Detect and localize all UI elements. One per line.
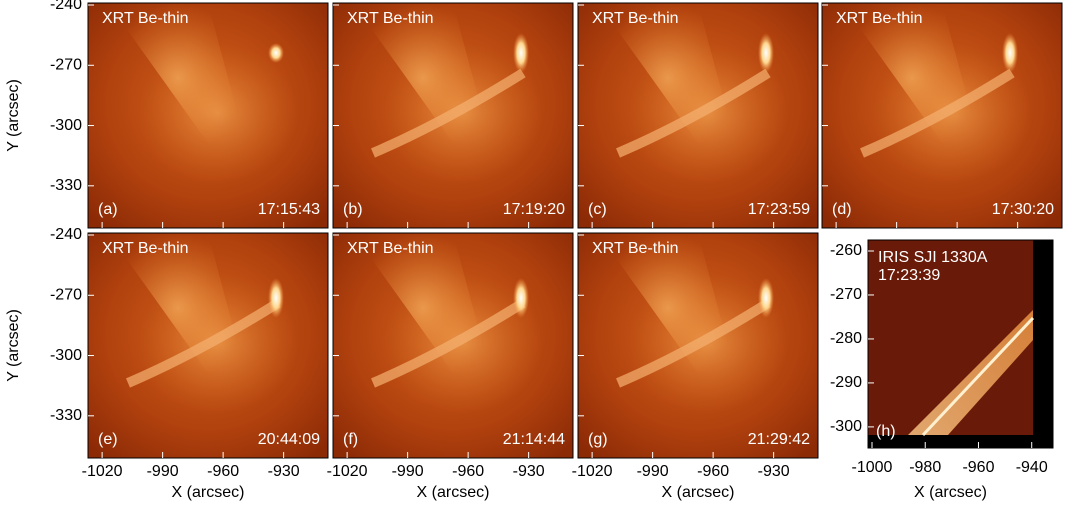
bright-point: [513, 278, 529, 318]
x-axis-label: X (arcsec): [417, 484, 490, 501]
xrt-panel: XRT Be-thin (a) 17:15:43 -240 -270 -300 -330: [50, 0, 328, 228]
x-tick-label: -960: [452, 463, 484, 480]
instrument-label: XRT Be-thin: [102, 10, 189, 27]
xrt-panel: XRT Be-thin (b) 17:19:20: [333, 3, 573, 228]
instrument-label: XRT Be-thin: [347, 10, 434, 27]
bright-point: [513, 33, 529, 73]
panel-letter: (h): [876, 423, 896, 440]
figure: XRT Be-thin(a)17:15:43-240-270-300-330XR…: [0, 0, 1079, 509]
bright-point: [758, 278, 774, 318]
y-tick-label: -240: [50, 226, 82, 243]
x-tick-label: -1020: [327, 463, 368, 480]
xrt-panel: XRT Be-thin (g) 21:29:42 -1020 -990 -960 -930 X…: [572, 233, 818, 501]
y-axis-label: Y (arcsec): [5, 79, 22, 152]
panel-letter: (g): [588, 431, 608, 448]
instrument-label: XRT Be-thin: [836, 10, 923, 27]
y-tick-label: -260: [830, 242, 862, 259]
x-tick-label: -990: [392, 463, 424, 480]
instrument-label: XRT Be-thin: [347, 240, 434, 257]
panel-time: 20:44:09: [258, 431, 320, 448]
y-tick-label: -270: [50, 286, 82, 303]
bright-point: [1002, 33, 1018, 73]
glow: [138, 43, 298, 183]
x-tick-label: -960: [962, 459, 994, 476]
instrument-label: XRT Be-thin: [592, 10, 679, 27]
bright-point: [758, 33, 774, 73]
x-tick-label: -960: [207, 463, 239, 480]
x-tick-label: -930: [513, 463, 545, 480]
y-tick-label: -300: [50, 347, 82, 364]
bright-point: [268, 278, 284, 318]
instrument-label: XRT Be-thin: [592, 240, 679, 257]
y-tick-label: -280: [830, 330, 862, 347]
y-axis-label: Y (arcsec): [5, 309, 22, 382]
x-tick-label: -1000: [852, 459, 893, 476]
x-tick-label: -1020: [572, 463, 613, 480]
panel-letter: (f): [343, 431, 358, 448]
panel-letter: (b): [343, 201, 363, 218]
panel-letter: (d): [832, 201, 852, 218]
xrt-panel: XRT Be-thin (d) 17:30:20: [822, 3, 1062, 228]
y-tick-label: -270: [830, 286, 862, 303]
panel-letter: (c): [588, 201, 607, 218]
panel-time: 21:14:44: [503, 431, 565, 448]
y-tick-label: -330: [50, 177, 82, 194]
x-tick-label: -930: [268, 463, 300, 480]
xrt-panel: XRT Be-thin (c) 17:23:59: [578, 3, 818, 228]
panel-time: 21:29:42: [748, 431, 810, 448]
x-axis-label: X (arcsec): [662, 484, 735, 501]
x-tick-label: -930: [758, 463, 790, 480]
x-tick-label: -990: [637, 463, 669, 480]
panel-time: 17:19:20: [503, 201, 565, 218]
y-tick-label: -300: [830, 418, 862, 435]
panel-letter: (e): [98, 431, 118, 448]
panel-time: 17:23:39: [878, 267, 940, 284]
y-tick-label: -240: [50, 0, 82, 13]
x-tick-label: -980: [909, 459, 941, 476]
x-tick-label: -1020: [82, 463, 123, 480]
xrt-panel: XRT Be-thin (f) 21:14:44 -1020 -990 -960 -930 X…: [327, 233, 573, 501]
panel-time: 17:30:20: [992, 201, 1054, 218]
x-tick-label: -990: [147, 463, 179, 480]
y-tick-label: -300: [50, 117, 82, 134]
panel-time: 17:15:43: [258, 201, 320, 218]
y-tick-label: -290: [830, 374, 862, 391]
x-tick-label: -940: [1016, 459, 1048, 476]
bright-point: [268, 43, 284, 63]
panel-time: 17:23:59: [748, 201, 810, 218]
instrument-label: XRT Be-thin: [102, 240, 189, 257]
x-axis-label: X (arcsec): [914, 484, 987, 501]
panel-letter: (a): [98, 201, 118, 218]
x-tick-label: -960: [697, 463, 729, 480]
y-tick-label: -270: [50, 56, 82, 73]
y-tick-label: -330: [50, 407, 82, 424]
x-axis-label: X (arcsec): [172, 484, 245, 501]
xrt-panel: XRT Be-thin (e) 20:44:09 -1020 -990 -960 -930 -…: [50, 226, 328, 501]
instrument-label: IRIS SJI 1330A: [878, 249, 988, 266]
